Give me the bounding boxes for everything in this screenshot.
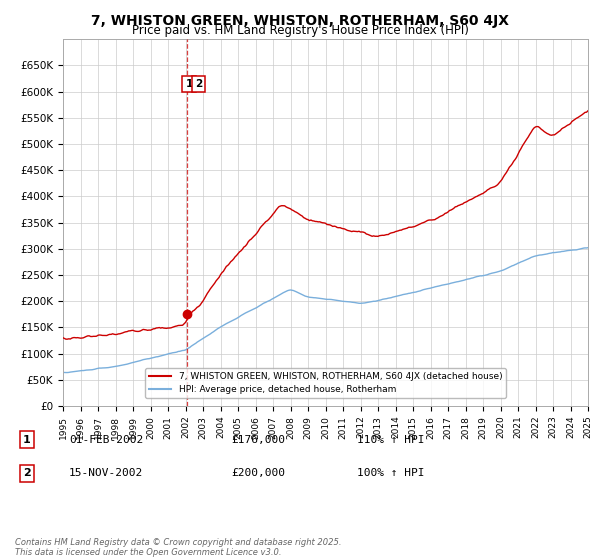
Text: 1: 1 xyxy=(23,435,31,445)
Text: 100% ↑ HPI: 100% ↑ HPI xyxy=(357,468,425,478)
Text: 2: 2 xyxy=(195,79,202,88)
Text: 7, WHISTON GREEN, WHISTON, ROTHERHAM, S60 4JX: 7, WHISTON GREEN, WHISTON, ROTHERHAM, S6… xyxy=(91,14,509,28)
Text: Price paid vs. HM Land Registry's House Price Index (HPI): Price paid vs. HM Land Registry's House … xyxy=(131,24,469,37)
Text: 1: 1 xyxy=(185,79,193,88)
Text: £200,000: £200,000 xyxy=(231,468,285,478)
Legend: 7, WHISTON GREEN, WHISTON, ROTHERHAM, S60 4JX (detached house), HPI: Average pri: 7, WHISTON GREEN, WHISTON, ROTHERHAM, S6… xyxy=(145,368,506,398)
Text: £176,000: £176,000 xyxy=(231,435,285,445)
Text: 2: 2 xyxy=(23,468,31,478)
Text: 15-NOV-2002: 15-NOV-2002 xyxy=(69,468,143,478)
Text: 110% ↑ HPI: 110% ↑ HPI xyxy=(357,435,425,445)
Text: Contains HM Land Registry data © Crown copyright and database right 2025.
This d: Contains HM Land Registry data © Crown c… xyxy=(15,538,341,557)
Text: 01-FEB-2002: 01-FEB-2002 xyxy=(69,435,143,445)
